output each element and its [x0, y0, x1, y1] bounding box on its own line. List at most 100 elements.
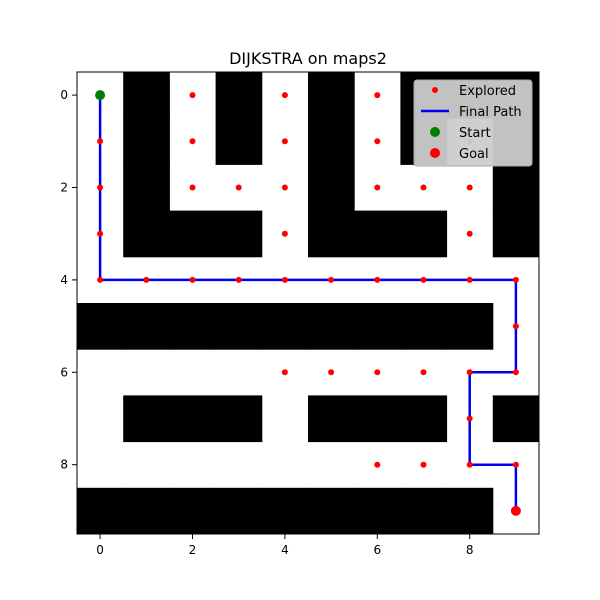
explored-point [512, 461, 519, 468]
wall-cell [400, 210, 448, 258]
markers-layer [95, 90, 521, 516]
legend-box [413, 79, 533, 167]
x-tick-label: 0 [96, 543, 104, 557]
explored-point [512, 323, 519, 330]
explored-point [189, 276, 196, 283]
explored-point [374, 369, 381, 376]
y-tick-label: 2 [60, 181, 68, 195]
wall-cell [169, 487, 217, 535]
explored-point [235, 276, 242, 283]
wall-cell [123, 395, 170, 443]
legend-goal-marker [430, 148, 440, 158]
legend-explored-marker [432, 87, 438, 93]
x-tick-label: 4 [281, 543, 289, 557]
explored-point [328, 369, 335, 376]
wall-cell [400, 395, 448, 443]
legend-start-label: Start [459, 126, 491, 141]
explored-point [466, 369, 473, 376]
wall-cell [123, 164, 170, 212]
x-axis-ticks: 0 2 4 6 8 [96, 534, 474, 557]
y-tick-label: 4 [60, 273, 68, 287]
chart-title: DIJKSTRA on maps2 [229, 49, 387, 68]
explored-point [420, 369, 427, 376]
wall-cell [446, 487, 494, 535]
explored-point [97, 138, 104, 145]
explored-point [512, 369, 519, 376]
explored-point [466, 461, 473, 468]
explored-point [189, 138, 196, 145]
explored-point [235, 184, 242, 191]
explored-point [466, 230, 473, 237]
final-path-line [98, 95, 518, 511]
explored-point [281, 230, 288, 237]
wall-cell [123, 118, 170, 165]
wall-cell [354, 210, 401, 258]
wall-cell [215, 395, 263, 443]
y-tick-label: 8 [60, 458, 68, 472]
wall-cell [446, 303, 494, 350]
x-tick-label: 6 [373, 543, 381, 557]
wall-cell [400, 487, 448, 535]
wall-cell [77, 487, 124, 535]
explored-point [374, 461, 381, 468]
wall-cell [354, 395, 401, 443]
legend-explored-label: Explored [459, 84, 516, 99]
wall-cell [215, 303, 263, 350]
wall-cell [169, 303, 217, 350]
legend-goal-label: Goal [459, 147, 489, 162]
wall-cell [308, 164, 355, 212]
wall-cell [169, 210, 217, 258]
goal-point [510, 505, 521, 516]
wall-cell [354, 487, 401, 535]
wall-cell [308, 118, 355, 165]
wall-cell [261, 303, 309, 350]
y-tick-label: 6 [60, 365, 68, 379]
wall-cell [400, 303, 448, 350]
x-tick-label: 8 [466, 543, 474, 557]
explored-point [281, 92, 288, 99]
wall-cell [308, 303, 355, 350]
explored-point [466, 184, 473, 191]
y-axis-ticks: 0 2 4 6 8 [60, 88, 77, 472]
explored-point [281, 184, 288, 191]
explored-point [328, 276, 335, 283]
wall-cell [308, 395, 355, 443]
walls-layer [77, 72, 540, 535]
wall-cell [77, 303, 124, 350]
wall-cell [308, 72, 355, 119]
legend-start-marker [430, 127, 440, 137]
wall-cell [123, 303, 170, 350]
wall-cell [215, 118, 263, 165]
wall-cell [123, 487, 170, 535]
explored-point [420, 461, 427, 468]
explored-point [97, 230, 104, 237]
explored-point [281, 369, 288, 376]
wall-cell [261, 487, 309, 535]
explored-point [143, 276, 150, 283]
wall-cell [215, 210, 263, 258]
wall-cell [169, 395, 217, 443]
wall-cell [492, 164, 540, 212]
explored-point [466, 276, 473, 283]
explored-point [374, 92, 381, 99]
explored-point [281, 276, 288, 283]
wall-cell [492, 210, 540, 258]
explored-point [374, 184, 381, 191]
explored-point [420, 184, 427, 191]
explored-point [281, 138, 288, 145]
legend-final-path-label: Final Path [459, 105, 522, 120]
explored-point [97, 184, 104, 191]
y-tick-label: 0 [60, 88, 68, 102]
explored-point [189, 92, 196, 99]
wall-cell [308, 487, 355, 535]
explored-point [97, 276, 104, 283]
wall-cell [308, 210, 355, 258]
wall-cell [492, 395, 540, 443]
explored-point [420, 276, 427, 283]
final-path-layer [98, 95, 518, 511]
explored-point [466, 415, 473, 422]
wall-cell [215, 72, 263, 119]
legend: Explored Final Path Start Goal [413, 79, 533, 167]
plot-frame [76, 71, 540, 535]
